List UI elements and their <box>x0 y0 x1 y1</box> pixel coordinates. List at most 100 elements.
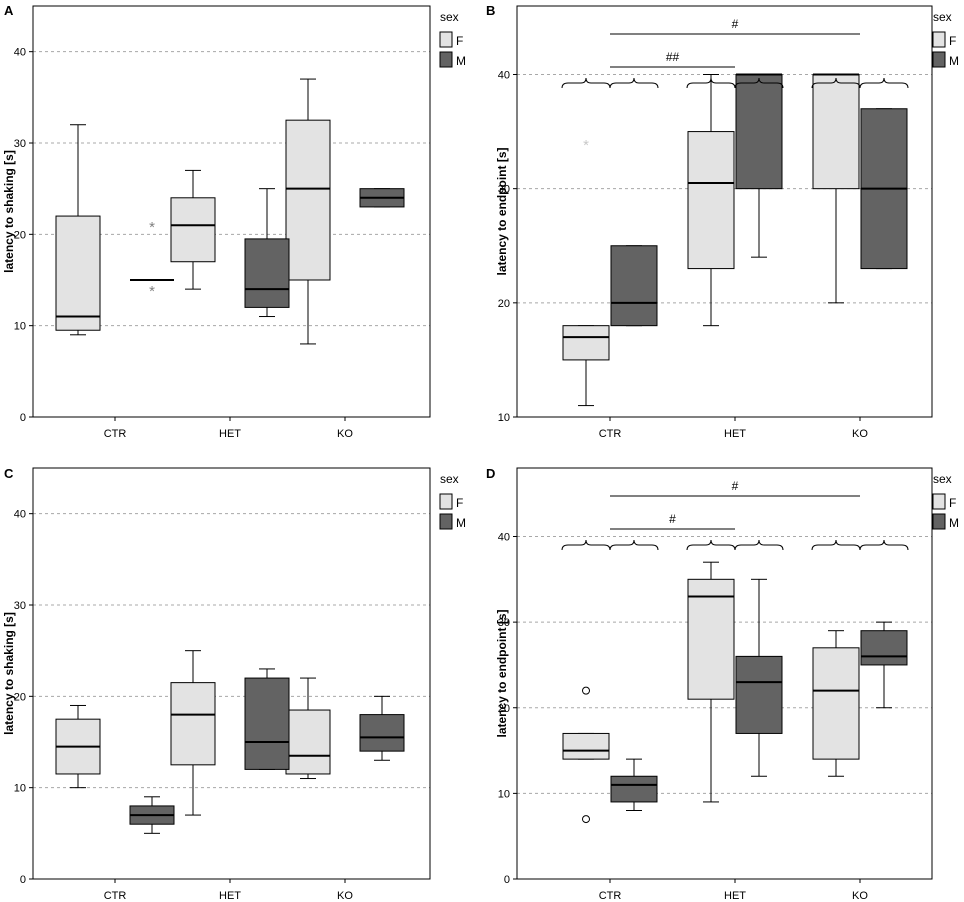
box-body <box>687 578 735 700</box>
panel-d: D 0 10 20 30 40 latency to endpoint [s] CTR HET K… <box>486 466 959 902</box>
group-brace <box>686 539 736 551</box>
x-tick-label: HET <box>219 890 241 902</box>
box-m-het <box>735 578 783 777</box>
group-brace <box>609 77 659 89</box>
x-tick-label: CTR <box>599 428 622 440</box>
legend-label: M <box>456 516 466 530</box>
group-brace <box>686 77 736 89</box>
y-tick-label: 20 <box>498 298 510 310</box>
box-m-ko <box>359 188 405 208</box>
group-brace <box>811 77 861 89</box>
legend-swatch-f <box>439 493 453 510</box>
legend-title: sex <box>440 10 459 24</box>
box-m-het <box>735 73 783 258</box>
y-tick-label: 20 <box>14 691 26 703</box>
box-body <box>610 245 658 327</box>
y-tick-label: 10 <box>14 321 26 333</box>
box-f-het <box>687 561 735 803</box>
box-m-ctr <box>610 245 658 327</box>
y-tick-label: 0 <box>20 412 26 424</box>
x-tick-label: HET <box>219 428 241 440</box>
panel-letter: D <box>486 466 495 481</box>
panel-letter: A <box>4 3 14 18</box>
box-f-ko <box>285 78 331 345</box>
box-body <box>170 197 216 263</box>
group-brace <box>609 539 659 551</box>
y-tick-label: 30 <box>498 184 510 196</box>
box-m-het <box>244 668 290 770</box>
box-f-ko <box>812 73 860 304</box>
box-body <box>812 74 860 190</box>
y-tick-label: 30 <box>498 617 510 629</box>
box-body <box>55 215 101 331</box>
y-axis-label: latency to endpoint [s] <box>495 147 509 275</box>
legend-label: M <box>949 516 959 530</box>
y-tick-label: 40 <box>498 70 510 82</box>
x-tick-label: CTR <box>104 890 127 902</box>
significance-label: # <box>732 479 739 493</box>
legend-swatch-f <box>439 31 453 48</box>
extreme-point: * <box>149 283 155 300</box>
x-tick-label: KO <box>852 428 868 440</box>
legend-swatch-m <box>439 513 453 530</box>
panel-c: C 0 10 20 30 40 latency to shaking [s] CTR HET KO… <box>2 466 466 902</box>
x-tick-label: KO <box>337 890 353 902</box>
plot-frame <box>32 467 431 880</box>
legend-swatch-m <box>932 51 946 68</box>
box-f-het <box>170 169 216 290</box>
legend-title: sex <box>440 472 459 486</box>
legend-title: sex <box>933 10 952 24</box>
y-tick-label: 0 <box>20 874 26 886</box>
box-m-het <box>244 188 290 318</box>
box-body <box>244 238 290 308</box>
group-brace <box>734 539 784 551</box>
x-tick-label: CTR <box>104 428 127 440</box>
box-body <box>562 732 610 760</box>
box-m-ko <box>860 108 908 270</box>
box-body <box>687 131 735 270</box>
y-axis-label: latency to endpoint [s] <box>495 609 509 737</box>
legend-swatch-m <box>439 51 453 68</box>
group-brace <box>859 77 909 89</box>
group-brace <box>811 539 861 551</box>
y-tick-label: 20 <box>14 229 26 241</box>
box-f-ctr: * <box>562 137 610 407</box>
box-body <box>735 74 783 190</box>
significance-label: # <box>669 512 676 526</box>
box-body <box>610 775 658 803</box>
panel-a: A 0 10 20 30 40 latency to shaking [s] CTR HET KO… <box>2 3 466 440</box>
legend-swatch-m <box>932 513 946 530</box>
outlier-point <box>582 815 590 824</box>
box-body <box>170 682 216 766</box>
x-tick-label: KO <box>852 890 868 902</box>
y-axis-label: latency to shaking [s] <box>2 150 16 273</box>
x-tick-label: KO <box>337 428 353 440</box>
box-body <box>562 325 610 361</box>
plot-frame <box>516 467 933 880</box>
box-body <box>285 709 331 775</box>
y-tick-label: 10 <box>498 412 510 424</box>
y-tick-label: 0 <box>504 874 510 886</box>
y-axis-label: latency to shaking [s] <box>2 612 16 735</box>
box-f-het <box>170 650 216 816</box>
box-f-ctr <box>55 704 101 789</box>
group-brace <box>734 77 784 89</box>
legend-label: M <box>949 54 959 68</box>
y-tick-label: 40 <box>498 532 510 544</box>
outlier-point <box>582 686 590 695</box>
box-body <box>860 630 908 666</box>
legend-label: F <box>949 34 956 48</box>
box-f-het <box>687 74 735 327</box>
x-tick-label: HET <box>724 890 746 902</box>
legend-swatch-f <box>932 493 946 510</box>
legend-label: F <box>456 496 463 510</box>
significance-label: ## <box>666 50 680 64</box>
box-body <box>285 119 331 281</box>
box-body <box>244 677 290 770</box>
y-tick-label: 40 <box>14 509 26 521</box>
panel-b: B 10 20 30 40 latency to endpoint [s] CTR HET KO… <box>486 3 959 440</box>
legend-label: F <box>949 496 956 510</box>
box-body <box>359 714 405 752</box>
legend-label: M <box>456 54 466 68</box>
legend-title: sex <box>933 472 952 486</box>
